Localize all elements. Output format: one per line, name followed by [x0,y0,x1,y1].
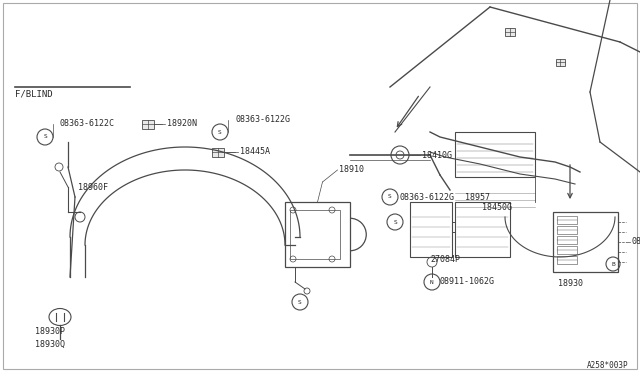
Text: S: S [388,195,392,199]
Bar [290,210,340,259]
Text: 08363-6122C: 08363-6122C [60,119,115,128]
Text: N: N [430,279,434,285]
Text: 27084P: 27084P [430,256,460,264]
Bar [557,236,577,244]
Text: 18930Q: 18930Q [35,340,65,349]
Text: 18445A: 18445A [240,148,270,157]
Bar [410,202,452,257]
Text: 18960F: 18960F [78,183,108,192]
Text: 18410G: 18410G [422,151,452,160]
Text: 08363-6122G: 08363-6122G [235,115,290,125]
Text: S: S [218,129,222,135]
Bar [557,246,577,254]
Text: 08510-61212: 08510-61212 [632,237,640,247]
Text: 18920N: 18920N [167,119,197,128]
Text: 18930P: 18930P [35,327,65,337]
Bar [553,212,618,272]
Bar [285,202,350,267]
Text: 18910: 18910 [339,166,365,174]
Text: 18957: 18957 [465,192,490,202]
Text: B: B [611,262,615,266]
Text: 18930: 18930 [558,279,583,289]
Text: 08911-1062G: 08911-1062G [440,278,495,286]
Bar [556,58,564,65]
Bar [142,119,154,128]
Text: F/BLIND: F/BLIND [15,90,52,99]
Text: 08363-6122G: 08363-6122G [400,192,455,202]
Bar [505,28,515,36]
Bar [455,202,510,257]
Text: 18450G: 18450G [482,202,512,212]
Bar [557,216,577,224]
Bar [557,256,577,264]
Text: A258*003P: A258*003P [586,362,628,371]
Text: S: S [43,135,47,140]
Bar [212,148,224,157]
Text: S: S [298,299,302,305]
Bar [557,226,577,234]
Bar [455,132,535,177]
Text: S: S [393,219,397,224]
